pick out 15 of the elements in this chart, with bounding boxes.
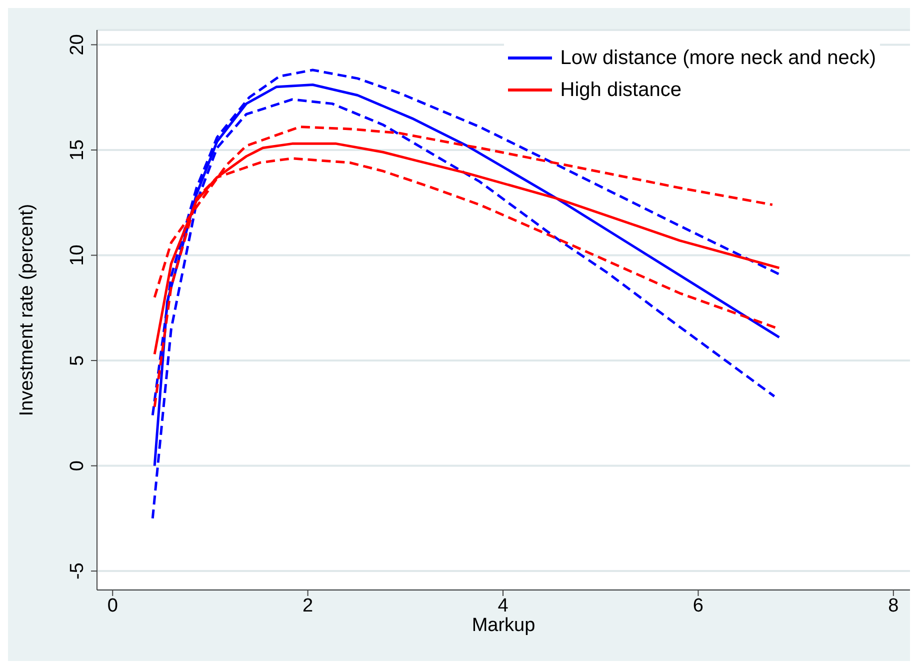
y-axis-title: Investment rate (percent) <box>16 204 38 416</box>
y-tick-label: 10 <box>67 244 88 266</box>
legend-label: Low distance (more neck and neck) <box>560 46 876 70</box>
y-tick-label: 15 <box>67 139 88 161</box>
y-tick-label: -5 <box>67 562 88 580</box>
x-tick-label: 4 <box>498 595 509 616</box>
y-tick-label: 5 <box>67 355 88 366</box>
x-tick-label: 6 <box>692 595 704 616</box>
x-tick-label: 2 <box>302 595 314 616</box>
x-tick-label: 0 <box>107 595 118 616</box>
x-axis-title: Markup <box>472 615 536 636</box>
legend-label: High distance <box>560 78 682 102</box>
y-tick-label: 0 <box>67 460 88 472</box>
y-tick-label: 20 <box>67 34 88 56</box>
x-tick-label: 8 <box>888 595 899 616</box>
